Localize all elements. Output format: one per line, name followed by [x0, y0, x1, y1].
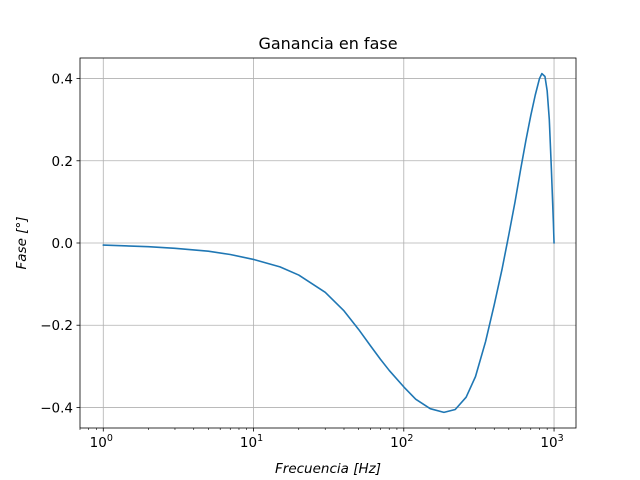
series-line	[102, 72, 555, 414]
tick-layer: 100 101 102 103 0.4 0.2 0.0 −0.2 −0.4	[40, 72, 563, 451]
x-tick-label: 100	[90, 433, 113, 451]
y-tick-label: 0.2	[52, 154, 73, 170]
chart-title: Ganancia en fase	[258, 34, 397, 53]
y-axis-label: Fase [°]	[14, 217, 30, 270]
grid-layer	[80, 58, 576, 428]
series-layer	[102, 72, 555, 414]
y-tick-label: −0.4	[40, 400, 73, 416]
x-tick-label: 103	[540, 433, 563, 451]
x-axis-label: Frecuencia [Hz]	[275, 461, 381, 477]
y-tick-label: 0.0	[52, 236, 73, 252]
x-tick-label: 102	[390, 433, 413, 451]
y-tick-label: −0.2	[40, 318, 73, 334]
y-tick-label: 0.4	[52, 72, 73, 88]
x-tick-label: 101	[240, 433, 263, 451]
